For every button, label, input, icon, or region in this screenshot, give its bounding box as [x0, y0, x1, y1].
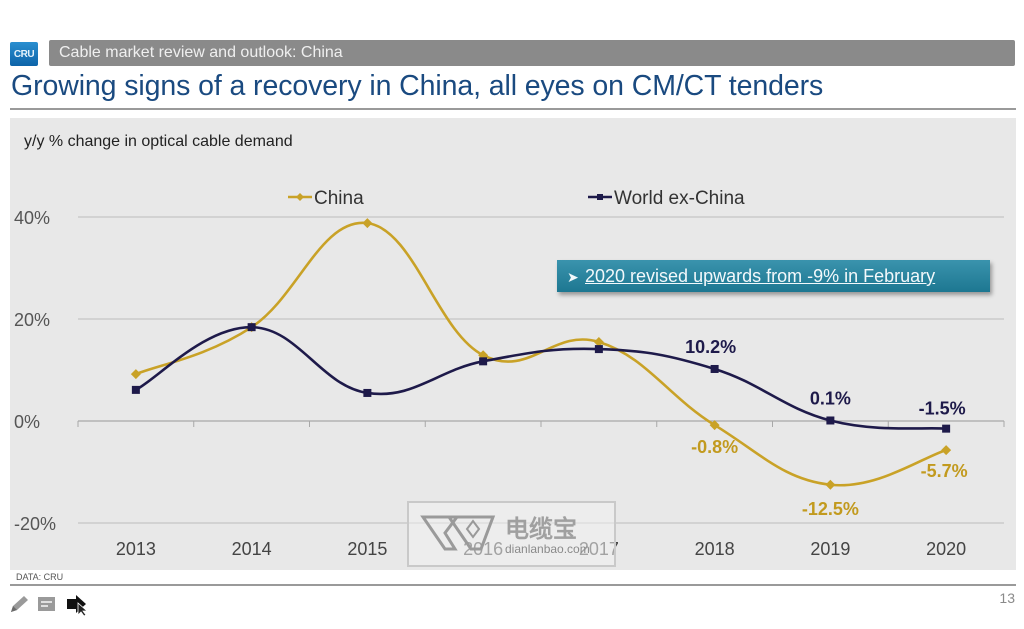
series-line-world-ex-china — [135, 325, 947, 430]
data-point-square — [826, 416, 835, 425]
line-chart: y/y % change in optical cable demand 40%… — [14, 133, 1005, 559]
data-point-square — [247, 323, 256, 332]
data-label: 10.2% — [685, 337, 736, 357]
watermark-chinese: 电缆宝 — [505, 515, 577, 543]
pointer-icon[interactable] — [66, 594, 89, 621]
data-point-square — [363, 388, 372, 397]
data-point-square — [479, 357, 488, 366]
legend-marker-diamond — [296, 193, 304, 201]
slide-title: Growing signs of a recovery in China, al… — [11, 70, 824, 102]
data-label: -1.5% — [919, 399, 966, 419]
page-number: 13 — [999, 590, 1015, 606]
chart-title: y/y % change in optical cable demand — [24, 133, 293, 150]
gridlines — [77, 216, 1005, 524]
y-tick-label: 0% — [14, 412, 40, 432]
footer-divider — [10, 584, 1016, 586]
series-group — [130, 218, 952, 490]
x-tick-label: 2015 — [347, 539, 387, 559]
watermark-url: dianlanbao.com — [505, 542, 590, 556]
chevron-right-icon: ➤ — [567, 269, 579, 285]
x-tick-label: 2013 — [116, 539, 156, 559]
x-tick-label: 2014 — [232, 539, 272, 559]
data-point-square — [710, 364, 719, 373]
screen-icon[interactable] — [37, 594, 57, 619]
y-tick-label: 20% — [14, 310, 50, 330]
chart-panel: y/y % change in optical cable demand 40%… — [10, 118, 1016, 570]
legend: China World ex-China — [288, 188, 745, 209]
data-point-diamond — [362, 218, 373, 229]
data-label: -0.8% — [691, 437, 738, 457]
callout-text: 2020 revised upwards from -9% in Februar… — [585, 266, 936, 286]
data-point-diamond — [941, 445, 952, 456]
legend-label: World ex-China — [614, 188, 745, 209]
y-tick-label: 40% — [14, 208, 50, 228]
data-source: DATA: CRU — [16, 572, 64, 582]
pen-icon[interactable] — [8, 594, 30, 619]
data-label: -5.7% — [921, 461, 968, 481]
x-tick-label: 2019 — [810, 539, 850, 559]
data-point-diamond — [130, 369, 141, 380]
data-point-diamond — [825, 479, 836, 490]
data-label: 0.1% — [810, 388, 851, 408]
watermark-logo-icon: 电缆宝 dianlanbao.com — [420, 515, 590, 556]
watermark: 电缆宝 dianlanbao.com — [407, 501, 616, 567]
data-point-diamond — [593, 336, 604, 347]
x-tick-label: 2020 — [926, 539, 966, 559]
section-header: Cable market review and outlook: China — [49, 40, 1015, 66]
data-label: -12.5% — [802, 499, 859, 519]
revision-callout[interactable]: ➤ 2020 revised upwards from -9% in Februa… — [557, 260, 990, 292]
x-tick-label: 2018 — [695, 539, 735, 559]
legend-label: China — [314, 188, 364, 209]
series-line-china — [135, 221, 947, 487]
legend-marker-square — [597, 194, 603, 200]
data-point-square — [131, 385, 140, 394]
data-point-square — [942, 424, 951, 433]
title-divider — [10, 108, 1016, 110]
y-tick-label: -20% — [14, 514, 56, 534]
data-labels: -0.8% -12.5% -5.7% 10.2% 0.1% -1.5% — [685, 337, 968, 519]
data-point-diamond — [709, 420, 720, 431]
y-axis: 40% 20% 0% -20% — [14, 208, 56, 534]
data-point-diamond — [478, 350, 489, 361]
data-point-square — [594, 345, 603, 354]
cru-logo: CRU — [10, 42, 38, 66]
